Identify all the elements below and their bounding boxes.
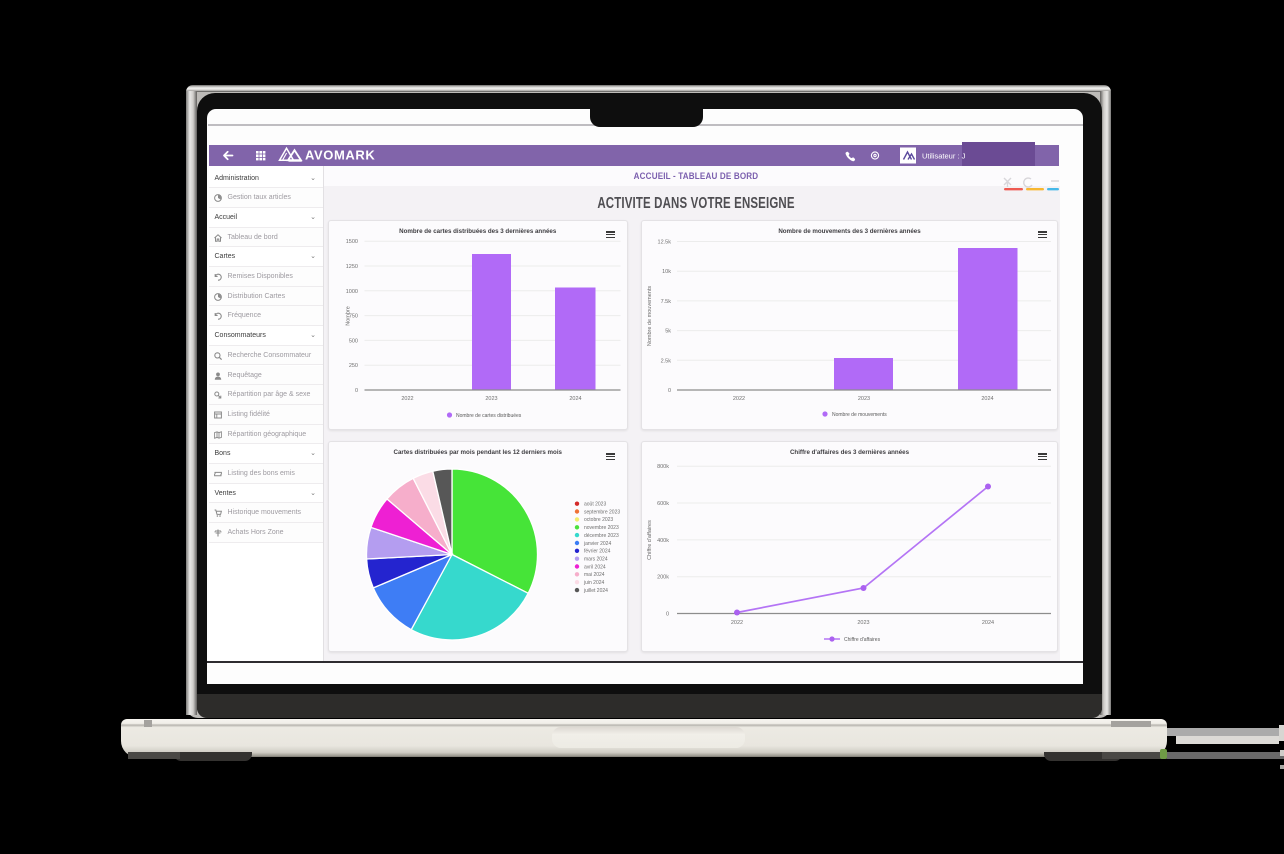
svg-text:10k: 10k <box>662 269 671 275</box>
svg-text:2024: 2024 <box>981 396 993 402</box>
svg-text:2023: 2023 <box>857 620 869 626</box>
svg-text:mai 2024: mai 2024 <box>584 572 605 578</box>
svg-text:500: 500 <box>348 338 357 344</box>
svg-text:2022: 2022 <box>733 396 745 402</box>
svg-text:0: 0 <box>354 388 357 394</box>
svg-text:2023: 2023 <box>858 396 870 402</box>
svg-text:Nombre: Nombre <box>345 306 351 326</box>
svg-text:200k: 200k <box>657 575 669 581</box>
svg-text:Chiffre d'affaires: Chiffre d'affaires <box>647 520 653 560</box>
svg-text:2024: 2024 <box>982 620 994 626</box>
svg-text:1500: 1500 <box>345 239 357 245</box>
svg-text:600k: 600k <box>657 501 669 507</box>
svg-text:août 2023: août 2023 <box>584 502 606 508</box>
svg-text:mars 2024: mars 2024 <box>584 557 608 563</box>
svg-text:octobre 2023: octobre 2023 <box>584 517 613 523</box>
svg-text:1000: 1000 <box>345 289 357 295</box>
svg-text:400k: 400k <box>657 538 669 544</box>
svg-text:2022: 2022 <box>731 620 743 626</box>
svg-text:750: 750 <box>348 314 357 320</box>
svg-text:Utilisateur : J: Utilisateur : J <box>922 152 966 161</box>
svg-text:2.5k: 2.5k <box>661 358 672 364</box>
svg-text:0: 0 <box>668 388 671 394</box>
svg-text:2023: 2023 <box>485 396 497 402</box>
svg-text:Nombre de mouvements: Nombre de mouvements <box>647 286 653 346</box>
svg-text:janvier 2024: janvier 2024 <box>583 541 611 547</box>
svg-text:juillet 2024: juillet 2024 <box>583 588 608 594</box>
svg-text:avril 2024: avril 2024 <box>584 564 606 570</box>
svg-text:décembre 2023: décembre 2023 <box>584 533 619 539</box>
svg-text:AVOMARK: AVOMARK <box>305 148 375 163</box>
svg-text:Nombre de mouvements: Nombre de mouvements <box>832 412 887 418</box>
svg-text:juin 2024: juin 2024 <box>583 580 605 586</box>
svg-text:800k: 800k <box>657 464 669 470</box>
svg-text:7.5k: 7.5k <box>661 299 672 305</box>
svg-text:2024: 2024 <box>569 396 581 402</box>
svg-text:1250: 1250 <box>345 264 357 270</box>
svg-text:2022: 2022 <box>401 396 413 402</box>
svg-text:250: 250 <box>348 363 357 369</box>
svg-text:0: 0 <box>666 612 669 618</box>
svg-text:septembre 2023: septembre 2023 <box>584 509 620 515</box>
svg-text:novembre 2023: novembre 2023 <box>584 525 619 531</box>
svg-text:Nombre de cartes distribuées: Nombre de cartes distribuées <box>456 413 522 419</box>
svg-text:Chiffre d'affaires: Chiffre d'affaires <box>844 637 881 643</box>
svg-text:12.5k: 12.5k <box>658 240 672 246</box>
svg-text:février 2024: février 2024 <box>584 549 611 555</box>
svg-text:5k: 5k <box>665 329 671 335</box>
